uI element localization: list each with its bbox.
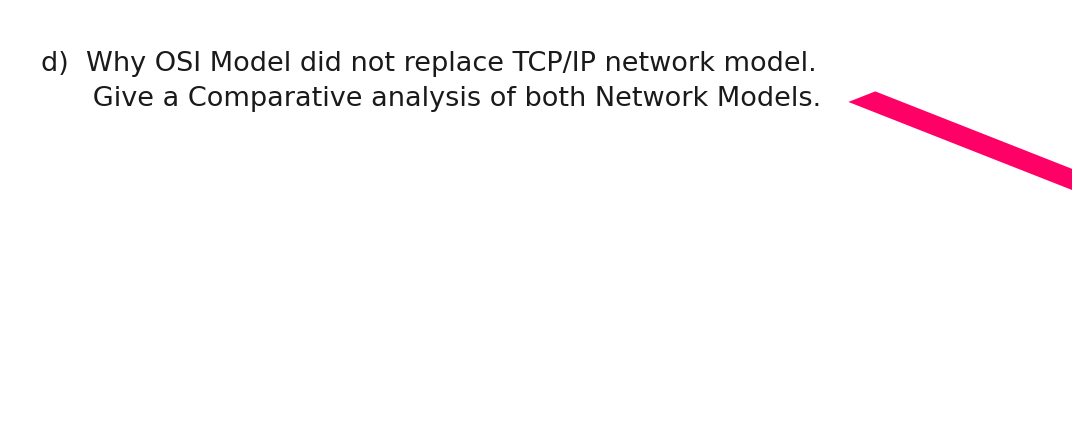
Text: d)  Why OSI Model did not replace TCP/IP network model.
      Give a Comparative: d) Why OSI Model did not replace TCP/IP …	[41, 51, 821, 112]
